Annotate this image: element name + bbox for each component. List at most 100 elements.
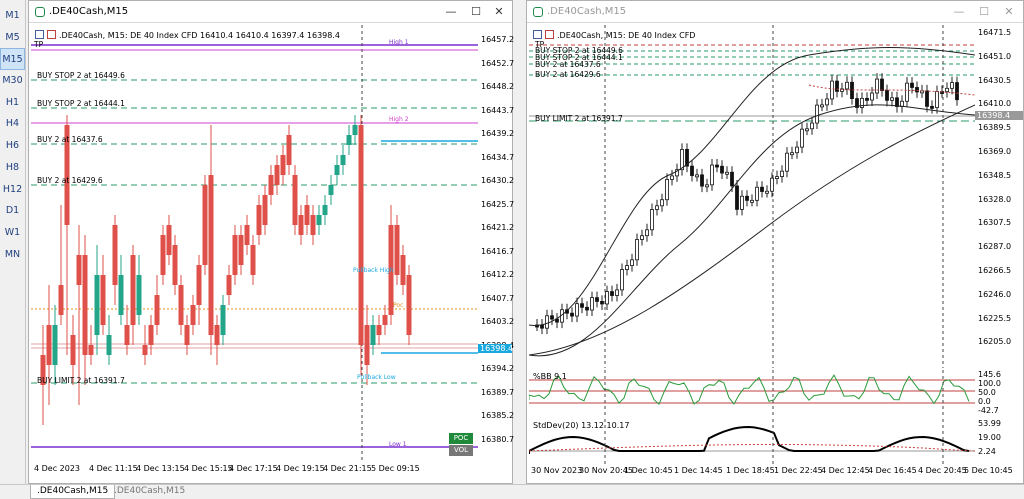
candle-body [635, 239, 639, 261]
close-button[interactable]: ✕ [494, 5, 504, 18]
price-tick-label: 16380.7 [481, 434, 515, 444]
maximize-button[interactable]: ☐ [979, 5, 989, 18]
price-tick-label: 16425.7 [481, 199, 515, 209]
price-chart[interactable]: .DE40Cash, M15: DE 40 Index CFD 16410.4 … [31, 25, 478, 462]
chart-canvas[interactable] [529, 25, 975, 368]
candle-body [825, 98, 829, 106]
candle-body [790, 152, 794, 156]
maximize-button[interactable]: ☐ [471, 5, 481, 18]
candle-body [935, 91, 939, 108]
order-label: BUY 2 at 16429.6 [37, 176, 103, 185]
chart-window-left[interactable]: .DE40Cash,M15 — ☐ ✕ .DE40Cash, M15: DE 4… [28, 0, 515, 484]
candle-body [735, 185, 739, 210]
candle-body [358, 125, 364, 345]
price-scale[interactable]: 16471.5 16451.0 16430.5 16410.0 16389.5 16369… [975, 25, 1023, 368]
poc-button[interactable]: POC [449, 433, 473, 444]
candle-body [268, 175, 274, 195]
chart-window-right[interactable]: .DE40Cash,M15 — ☐ ✕ .DE40Cash, M15: DE 4… [526, 0, 1024, 484]
chart-header: .DE40Cash, M15: DE 40 Index CFD 16410.4 … [59, 31, 340, 40]
price-chart[interactable]: .DE40Cash, M15: DE 40 Index CFD TP BUY S… [529, 25, 975, 368]
candle-body [106, 335, 112, 355]
candle-body [760, 186, 764, 192]
timeframe-m15[interactable]: M15 [0, 48, 25, 71]
candle-body [670, 175, 674, 180]
price-tick-label: 100.0 [978, 379, 1001, 388]
timeframe-h6[interactable]: H6 [5, 140, 20, 152]
candle-body [820, 104, 824, 108]
chart-close-icon[interactable] [545, 30, 554, 39]
chart-close-icon[interactable] [47, 30, 56, 39]
time-tick-label: 4 Dec 16:45 [868, 466, 917, 475]
price-tick-label: 16430.5 [978, 75, 1012, 85]
price-tick-label: 16307.5 [978, 218, 1012, 228]
timeframe-h1[interactable]: H1 [5, 96, 20, 108]
minimize-button[interactable]: — [953, 5, 965, 18]
candle-body [555, 318, 559, 323]
price-tick-label: 16389.5 [978, 123, 1012, 133]
candle-body [800, 128, 804, 148]
price-tick-label: 16266.5 [978, 266, 1012, 275]
order-label: BUY STOP 2 at 16444.1 [37, 99, 125, 108]
candle-body [770, 177, 774, 192]
candle-body [316, 215, 322, 225]
candle-body [262, 195, 268, 225]
timeframe-h8[interactable]: H8 [5, 161, 20, 173]
time-scale[interactable]: 4 Dec 2023 4 Dec 11:15 4 Dec 13:15 4 Dec 15… [31, 462, 478, 482]
candle-body [310, 215, 316, 235]
close-button[interactable]: ✕ [1004, 5, 1014, 18]
candle-body [895, 97, 899, 107]
candle-body [850, 81, 854, 99]
bb-label: %BB 9.1 [533, 372, 567, 381]
stddev-canvas[interactable] [529, 419, 975, 464]
time-tick-label: 5 Dec 10:45 [964, 466, 1013, 475]
timeframe-w1[interactable]: W1 [4, 226, 21, 238]
candle-body [660, 199, 664, 207]
minimize-button[interactable]: — [445, 5, 457, 18]
timeframe-m1[interactable]: M1 [5, 10, 20, 21]
tab-chart-2[interactable]: .DE40Cash,M15 [114, 486, 186, 496]
price-tick-label: 16412.2 [481, 270, 515, 279]
candle-body [595, 297, 599, 302]
candle-body [945, 87, 949, 93]
candle-body [705, 184, 709, 188]
timeframe-mn[interactable]: MN [4, 248, 21, 260]
chart-menu-icon[interactable] [35, 30, 44, 39]
price-tick-label: 16416.7 [481, 246, 515, 256]
stddev-indicator-pane[interactable]: StdDev(20) 13.12 10.17 [529, 419, 975, 464]
chart-menu-icon[interactable] [533, 30, 542, 39]
candle-body [540, 324, 544, 329]
time-scale[interactable]: 30 Nov 2023 30 Nov 20:45 1 Dec 10:45 1 Dec … [529, 464, 1023, 482]
timeframe-h4[interactable]: H4 [5, 118, 20, 130]
bb-canvas[interactable] [529, 370, 975, 417]
timeframe-h12[interactable]: H12 [2, 183, 23, 195]
candle-body [196, 265, 202, 305]
bb-indicator-pane[interactable]: %BB 9.1 [529, 370, 975, 417]
candle-body [166, 225, 172, 255]
candle-body [795, 146, 799, 154]
timeframe-m5[interactable]: M5 [5, 31, 20, 43]
poc-label: Poc [393, 302, 404, 309]
pullback-high-label: Pullback High [353, 267, 394, 274]
price-scale[interactable]: 16457.2 16452.7 16448.2 16443.7 16439.2 16434… [478, 25, 515, 462]
candle-body [214, 325, 220, 345]
candle-body [645, 229, 649, 237]
order-label: BUY 2 at 16437.6 [535, 60, 601, 69]
time-tick-label: 1 Dec 22:45 [774, 466, 823, 475]
candle-body [334, 165, 340, 175]
candle-body [650, 209, 654, 231]
time-tick-label: 30 Nov 20:45 [579, 466, 633, 475]
window-titlebar[interactable]: .DE40Cash,M15 — ☐ ✕ [527, 1, 1023, 23]
candle-body [700, 174, 704, 187]
vol-button[interactable]: VOL [449, 445, 473, 456]
candle-body [322, 205, 328, 215]
candle-body [352, 125, 358, 135]
timeframe-d1[interactable]: D1 [5, 205, 20, 217]
window-titlebar[interactable]: .DE40Cash,M15 — ☐ ✕ [29, 1, 512, 23]
price-tick-label: 16471.5 [978, 28, 1012, 37]
time-tick-label: 4 Dec 20:45 [918, 466, 967, 475]
tab-chart-1[interactable]: .DE40Cash,M15 [30, 485, 116, 499]
timeframe-m30[interactable]: M30 [2, 75, 23, 87]
chart-canvas[interactable] [31, 25, 478, 462]
candle-body [570, 312, 574, 317]
candle-body [630, 259, 634, 267]
